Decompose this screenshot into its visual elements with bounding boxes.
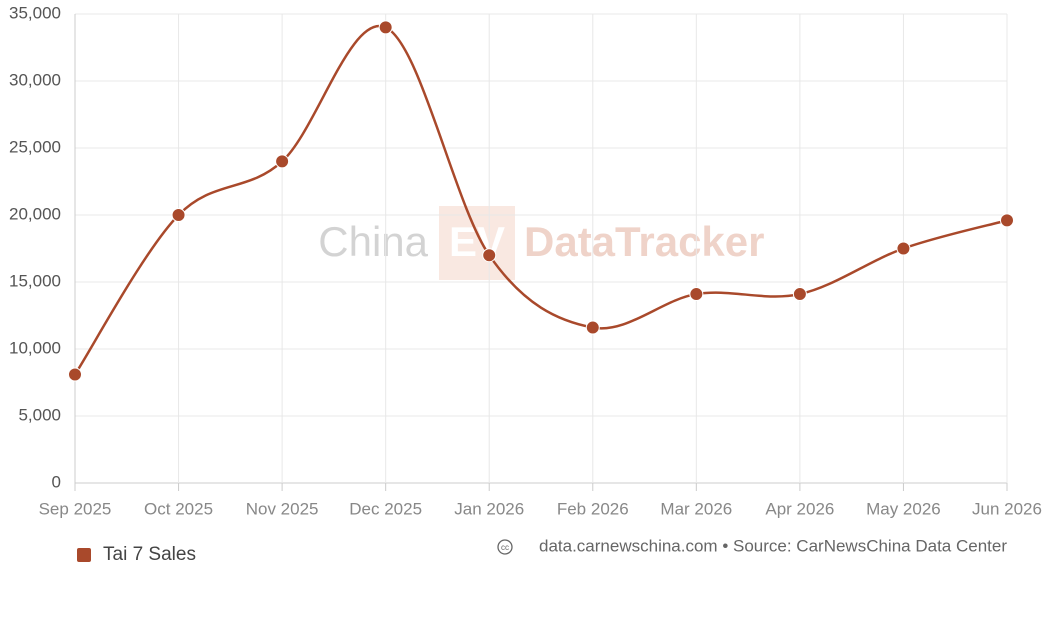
x-tick-label: Jun 2026 bbox=[972, 499, 1042, 518]
source: cc data.carnewschina.com • Source: CarNe… bbox=[497, 536, 1007, 555]
point bbox=[275, 154, 290, 169]
point bbox=[585, 320, 600, 335]
watermark: China EV DataTracker bbox=[318, 206, 765, 280]
point bbox=[482, 248, 497, 263]
point bbox=[378, 20, 393, 35]
source-text: data.carnewschina.com • Source: CarNewsC… bbox=[539, 536, 1007, 555]
legend-label: Tai 7 Sales bbox=[103, 544, 196, 565]
watermark-box bbox=[439, 206, 515, 280]
x-tick-label: Mar 2026 bbox=[660, 499, 732, 518]
y-tick-label: 25,000 bbox=[9, 137, 61, 156]
y-tick-label: 35,000 bbox=[9, 3, 61, 22]
x-tick-label: Nov 2025 bbox=[246, 499, 319, 518]
y-tick-label: 5,000 bbox=[18, 405, 61, 424]
cc-icon bbox=[497, 539, 513, 555]
point bbox=[171, 208, 186, 222]
x-tick-label: May 2026 bbox=[866, 499, 941, 518]
y-tick-label: 20,000 bbox=[9, 204, 61, 223]
point bbox=[68, 367, 82, 382]
watermark-text: DataTracker bbox=[524, 218, 765, 265]
y-tick-label: 10,000 bbox=[9, 338, 61, 357]
y-tick-label: 0 bbox=[52, 472, 61, 491]
y-tick-label: 30,000 bbox=[9, 70, 61, 89]
watermark-text: EV bbox=[449, 218, 505, 265]
point bbox=[792, 287, 807, 302]
x-tick-label: Sep 2025 bbox=[39, 499, 112, 518]
x-tick-label: Apr 2026 bbox=[765, 499, 834, 518]
x-tick-label: Feb 2026 bbox=[557, 499, 629, 518]
x-tick-label: Oct 2025 bbox=[144, 499, 213, 518]
point bbox=[689, 287, 704, 302]
x-tick-label: Dec 2025 bbox=[349, 499, 422, 518]
point bbox=[1000, 213, 1014, 228]
y-tick-label: 15,000 bbox=[9, 271, 61, 290]
line bbox=[73, 24, 1008, 376]
watermark-text: China bbox=[318, 218, 428, 265]
x-tick-label: Jan 2026 bbox=[454, 499, 524, 518]
legend-swatch bbox=[77, 548, 91, 562]
cc-icon-text: cc bbox=[501, 543, 509, 552]
plot: 0 5,000 10,000 15,000 20,000 25,000 30,000 35,0… bbox=[9, 3, 1042, 565]
point bbox=[896, 241, 911, 256]
